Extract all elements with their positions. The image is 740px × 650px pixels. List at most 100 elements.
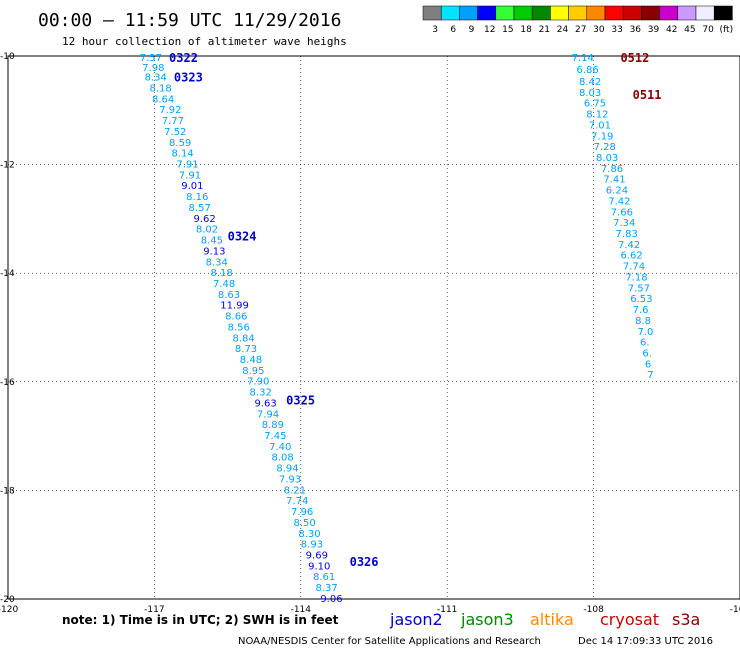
- legend-tick-label: 27: [575, 25, 586, 35]
- wave-height-value: 6: [645, 359, 651, 370]
- wave-height-value: 6.53: [630, 294, 652, 305]
- wave-height-value: 8.02: [196, 225, 218, 236]
- wave-height-value: 7.40: [269, 442, 291, 453]
- wave-height-value: 7.14: [572, 53, 594, 64]
- wave-height-value: 7.92: [159, 105, 181, 116]
- wave-height-value: 7.18: [625, 272, 647, 283]
- wave-height-value: 8.03: [579, 88, 601, 99]
- wave-height-value: 8.08: [272, 453, 294, 464]
- latitude-tick-label: -20: [0, 595, 15, 605]
- wave-height-value: 6.62: [620, 251, 642, 262]
- pass-time-label: 0326: [350, 555, 379, 569]
- wave-height-value: 8.16: [186, 192, 208, 203]
- wave-height-value: 9.69: [306, 550, 328, 561]
- legend-swatch: [531, 5, 551, 21]
- legend-tick-label: 30: [593, 25, 605, 35]
- legend-swatch: [604, 5, 624, 21]
- wave-height-value: 8.95: [242, 366, 264, 377]
- wave-height-value: 8.59: [169, 138, 191, 149]
- satellite-jason2: jason2: [389, 610, 443, 629]
- wave-height-value: 8.34: [145, 73, 167, 84]
- wave-height-value: 7.52: [164, 127, 186, 138]
- satellite-altika: altika: [530, 610, 574, 629]
- wave-height-value: 8.48: [240, 355, 262, 366]
- wave-height-value: 8.8: [635, 316, 651, 327]
- longitude-tick-label: -108: [583, 605, 604, 615]
- wave-height-value: 7.93: [279, 474, 301, 485]
- wave-height-value: 9.06: [320, 594, 342, 605]
- wave-height-value: 7.34: [613, 218, 635, 229]
- legend-swatch: [422, 5, 442, 21]
- pass-time-label: 0511: [633, 88, 662, 102]
- wave-height-value: 8.45: [201, 236, 223, 247]
- legend-tick-label: 3: [432, 25, 438, 35]
- track-west: 7.577.988.348.188.647.927.777.528.598.14…: [140, 51, 379, 605]
- longitude-tick-label: -120: [0, 605, 18, 615]
- wave-height-value: 8.34: [206, 257, 228, 268]
- latitude-tick-label: -14: [0, 269, 15, 279]
- wave-height-value: 7.45: [264, 431, 286, 442]
- wave-height-value: 7.90: [247, 377, 269, 388]
- wave-height-value: 8.21: [284, 485, 306, 496]
- latitude-tick-label: -12: [0, 161, 15, 171]
- wave-height-value: 8.56: [228, 322, 250, 333]
- footer-credit: NOAA/NESDIS Center for Satellite Applica…: [238, 636, 541, 647]
- wave-height-value: 9.01: [181, 181, 203, 192]
- longitude-tick-label: -105: [730, 605, 740, 615]
- wave-height-value: 8.63: [218, 290, 240, 301]
- page-title: 00:00 — 11:59 UTC 11/29/2016: [38, 10, 341, 31]
- wave-height-value: 7.19: [591, 131, 613, 142]
- wave-height-value: 7.6: [633, 305, 649, 316]
- wave-height-value: 8.61: [313, 572, 335, 583]
- wave-height-value: 7.83: [616, 229, 638, 240]
- wave-height-value: 7.91: [176, 160, 198, 171]
- wave-height-value: 7.42: [608, 196, 630, 207]
- wave-height-value: 8.12: [586, 110, 608, 121]
- longitude-tick-label: -114: [291, 605, 312, 615]
- map-axes: -120 -117 -114 -111 -108 -105 -10 -12 -14 -16 -18 -…: [0, 52, 740, 615]
- wave-height-value: 7.57: [140, 53, 162, 64]
- wave-height-value: 8.50: [293, 518, 315, 529]
- legend-tick-label: 39: [648, 25, 660, 35]
- latitude-tick-label: -18: [0, 486, 15, 496]
- legend-tick-label: 9: [469, 25, 475, 35]
- wave-height-value: 6.: [640, 338, 650, 349]
- legend-tick-label: 15: [502, 25, 513, 35]
- wave-height-value: 7.94: [257, 409, 279, 420]
- satellite-s3a: s3a: [672, 610, 700, 629]
- legend-tick-label: 36: [630, 25, 642, 35]
- legend-swatch: [513, 5, 533, 21]
- legend-tick-label: 18: [520, 25, 532, 35]
- satellite-jason3: jason3: [460, 610, 514, 629]
- map-grid: [8, 56, 740, 599]
- wave-height-value: 7.96: [291, 507, 313, 518]
- legend-swatch: [677, 5, 697, 21]
- wave-height-value: 8.14: [171, 149, 193, 160]
- longitude-tick-label: -117: [144, 605, 164, 615]
- legend-swatch: [641, 5, 660, 21]
- wave-height-value: 8.89: [262, 420, 284, 431]
- legend-swatch: [477, 5, 497, 21]
- wave-height-value: 8.37: [315, 583, 337, 594]
- pass-time-label: 0323: [174, 71, 203, 85]
- legend-swatch: [459, 5, 478, 21]
- wave-height-value: 8.64: [152, 94, 174, 105]
- legend-swatch: [568, 5, 588, 21]
- satellite-legend: jason2 jason3 altika cryosat s3a: [389, 610, 700, 629]
- color-legend: 3 6 9 12 15 18 21 24 27 30 33 36 39 42 45 70 (ft): [422, 5, 734, 35]
- legend-tick-label: (ft): [720, 25, 734, 35]
- wave-height-value: 7.48: [213, 279, 235, 290]
- wave-height-value: 7.0: [638, 327, 654, 338]
- legend-tick-label: 21: [539, 25, 550, 35]
- wave-height-value: 7.74: [286, 496, 308, 507]
- wave-height-value: 8.84: [232, 333, 254, 344]
- legend-tick-label: 33: [611, 25, 622, 35]
- wave-height-value: 7.57: [628, 283, 650, 294]
- legend-swatch: [586, 5, 606, 21]
- wave-height-value: 8.66: [225, 312, 247, 323]
- legend-tick-label: 24: [557, 25, 569, 35]
- footer-note: note: 1) Time is in UTC; 2) SWH is in fe…: [62, 613, 339, 627]
- map-frame: [7, 55, 740, 600]
- wave-height-value: 8.94: [276, 464, 298, 475]
- longitude-tick-label: -111: [437, 605, 457, 615]
